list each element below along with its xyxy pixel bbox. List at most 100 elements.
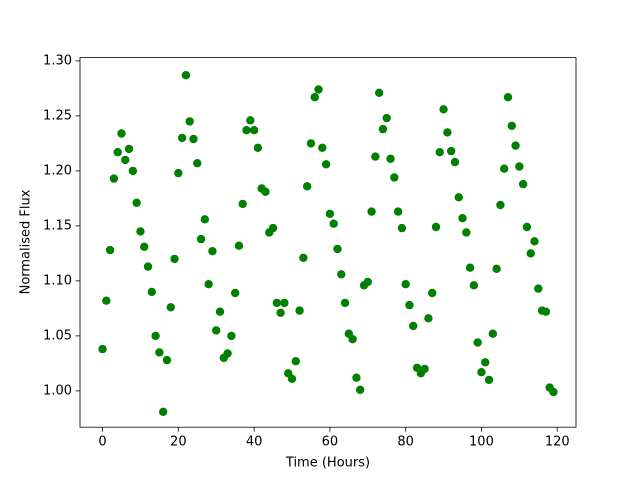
point bbox=[526, 249, 535, 258]
point bbox=[295, 306, 304, 315]
point bbox=[287, 374, 297, 383]
point bbox=[302, 182, 312, 191]
point bbox=[337, 270, 346, 279]
point bbox=[261, 187, 270, 196]
point bbox=[401, 280, 410, 289]
point bbox=[299, 253, 308, 262]
point bbox=[158, 407, 168, 416]
point bbox=[136, 227, 145, 236]
point bbox=[424, 314, 433, 323]
x-tick-label: 40 bbox=[246, 435, 263, 450]
point bbox=[530, 237, 539, 246]
point bbox=[518, 179, 528, 189]
point bbox=[465, 263, 475, 272]
point bbox=[151, 331, 160, 341]
point bbox=[121, 155, 130, 165]
point bbox=[443, 128, 452, 137]
point bbox=[409, 321, 418, 331]
point bbox=[386, 154, 395, 163]
point bbox=[374, 88, 384, 98]
point bbox=[439, 105, 448, 114]
point bbox=[321, 160, 331, 169]
point bbox=[242, 126, 251, 135]
point bbox=[249, 126, 259, 135]
point bbox=[522, 222, 532, 232]
point bbox=[181, 71, 191, 80]
point bbox=[306, 139, 316, 148]
point bbox=[132, 198, 141, 207]
point bbox=[367, 207, 376, 216]
point bbox=[105, 245, 115, 255]
point bbox=[371, 152, 380, 161]
point bbox=[458, 214, 467, 223]
point bbox=[253, 143, 263, 152]
point bbox=[428, 288, 437, 298]
point bbox=[397, 223, 407, 233]
point bbox=[420, 364, 429, 374]
point bbox=[196, 234, 206, 244]
point bbox=[318, 143, 327, 152]
point bbox=[215, 307, 225, 316]
plot-frame bbox=[79, 57, 577, 428]
point bbox=[291, 357, 300, 366]
point bbox=[227, 331, 236, 341]
y-tick-label: 1.00 bbox=[43, 383, 72, 398]
point bbox=[113, 148, 122, 157]
point bbox=[102, 296, 111, 305]
point bbox=[515, 162, 524, 171]
point bbox=[155, 348, 164, 357]
point bbox=[170, 254, 179, 264]
point bbox=[204, 280, 213, 289]
point bbox=[223, 349, 232, 358]
point bbox=[469, 281, 479, 290]
point bbox=[405, 300, 414, 310]
point bbox=[348, 335, 357, 344]
point bbox=[140, 242, 149, 251]
y-tick-label: 1.30 bbox=[43, 53, 72, 68]
x-tick-label: 0 bbox=[98, 435, 106, 450]
point bbox=[200, 215, 210, 224]
point bbox=[329, 219, 338, 228]
point bbox=[435, 148, 444, 157]
point bbox=[541, 307, 551, 316]
point bbox=[352, 373, 361, 382]
point bbox=[503, 93, 513, 102]
point bbox=[162, 355, 172, 365]
point bbox=[363, 277, 372, 287]
point bbox=[143, 262, 153, 271]
x-axis-label: Time (Hours) bbox=[285, 456, 370, 471]
point bbox=[473, 338, 482, 347]
point bbox=[446, 146, 456, 156]
point bbox=[477, 368, 486, 377]
point bbox=[507, 121, 516, 130]
point bbox=[189, 134, 198, 144]
point bbox=[310, 93, 319, 102]
point bbox=[314, 85, 323, 94]
y-axis-label: Normalised Flux bbox=[19, 189, 34, 294]
point bbox=[177, 133, 187, 143]
y-tick-label: 1.20 bbox=[43, 163, 72, 178]
point bbox=[128, 166, 138, 176]
point bbox=[390, 173, 399, 182]
point bbox=[378, 124, 388, 134]
point bbox=[511, 141, 520, 150]
x-tick-label: 80 bbox=[397, 435, 414, 450]
point bbox=[212, 326, 221, 335]
point bbox=[382, 113, 391, 123]
point bbox=[280, 298, 289, 308]
point bbox=[174, 168, 183, 178]
point bbox=[208, 247, 217, 256]
point bbox=[147, 287, 157, 297]
point bbox=[484, 375, 494, 385]
point bbox=[481, 358, 490, 367]
point bbox=[340, 298, 350, 308]
point bbox=[98, 344, 107, 354]
y-tick-label: 1.25 bbox=[43, 108, 72, 123]
point bbox=[492, 264, 501, 273]
point bbox=[246, 116, 255, 125]
point bbox=[234, 241, 244, 250]
point bbox=[462, 228, 471, 237]
point bbox=[238, 199, 247, 209]
point bbox=[534, 284, 543, 293]
